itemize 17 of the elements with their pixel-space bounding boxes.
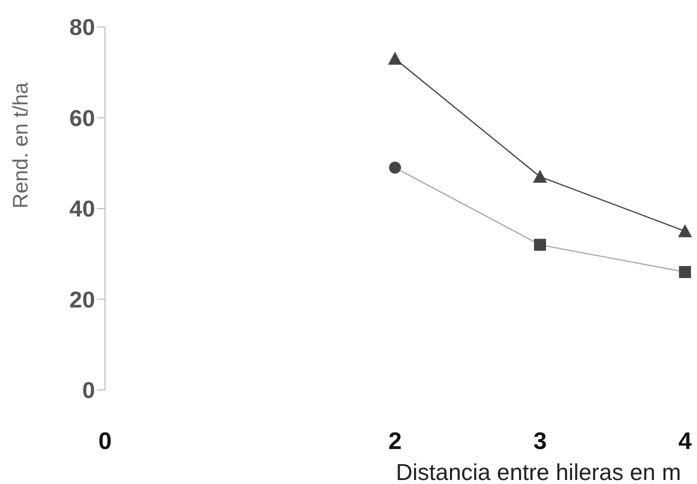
y-tick-label: 60 [69,104,95,131]
x-tick-label: 4 [678,428,692,456]
y-tick-label: 80 [69,14,95,40]
point [533,170,547,183]
point [679,266,691,278]
point [388,52,402,65]
x-axis-title: Distancia entre hileras en m [396,459,681,484]
y-axis-title: Rend. en t/ha [9,82,32,208]
y-tick-label: 0 [82,377,95,404]
x-tick-label: 2 [388,428,402,456]
point [678,224,692,238]
x-tick-label: 0 [98,428,112,456]
y-tick-label: 40 [69,196,95,222]
y-tick-label: 20 [69,286,95,312]
point [534,238,546,251]
x-tick-label: 3 [533,428,547,456]
point [389,162,401,174]
